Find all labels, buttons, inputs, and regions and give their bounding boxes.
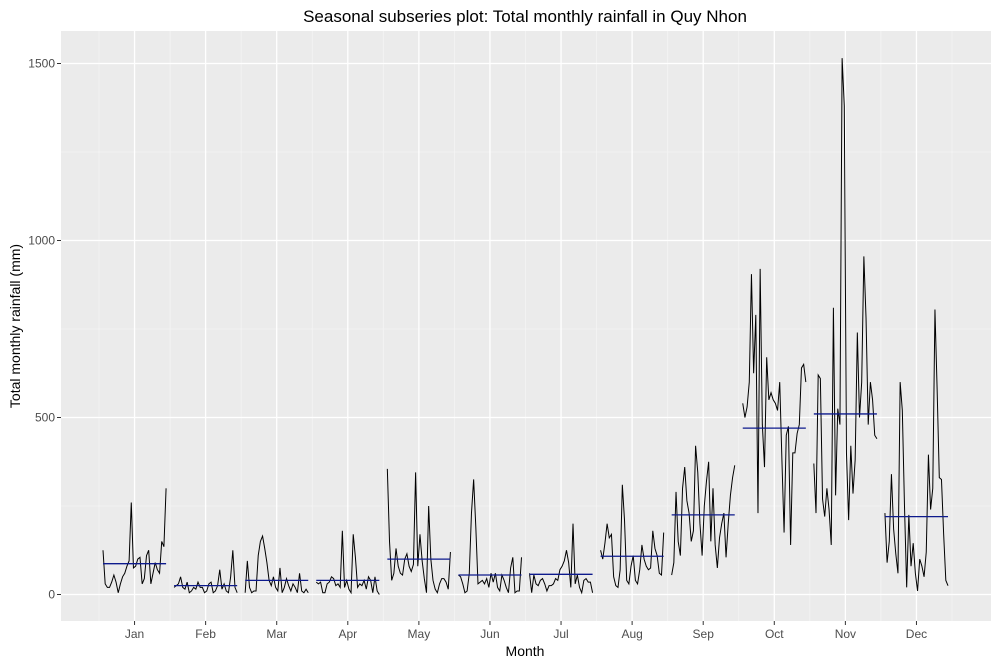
subseries-line-jun [458, 479, 522, 594]
chart-title: Seasonal subseries plot: Total monthly r… [303, 7, 747, 26]
subseries-line-oct [742, 268, 807, 545]
x-axis-title: Month [506, 643, 545, 659]
subseries-line-aug [600, 484, 665, 589]
subseries-line-sep [671, 445, 736, 576]
x-axis: Jan Feb Mar Apr May Jun Jul Aug Sep Oct Nov Dec [125, 621, 927, 641]
subseries-lines [102, 58, 949, 595]
x-tick-label: Dec [906, 627, 927, 641]
x-tick-label: May [408, 627, 431, 641]
y-tick-label: 1500 [28, 57, 55, 71]
subseries-line-mar [244, 534, 309, 594]
x-tick-label: Feb [195, 627, 216, 641]
y-axis-title: Total monthly rainfall (mm) [7, 244, 23, 408]
plot-panel [61, 31, 991, 621]
x-tick-label: Sep [693, 627, 715, 641]
subseries-line-jul [529, 523, 594, 595]
subseries-line-apr [315, 530, 380, 595]
x-tick-label: Jul [553, 627, 568, 641]
subseries-line-dec [884, 309, 949, 592]
x-tick-label: Apr [338, 627, 357, 641]
subseries-line-feb [173, 550, 238, 594]
month-mean-lines [103, 413, 948, 587]
minor-gridlines [61, 31, 991, 621]
y-axis: 0 500 1000 1500 [28, 57, 61, 602]
subseries-line-nov [813, 58, 878, 545]
x-tick-label: Aug [621, 627, 642, 641]
x-tick-label: Jan [125, 627, 144, 641]
x-tick-label: Nov [835, 627, 856, 641]
y-tick-label: 1000 [28, 234, 55, 248]
y-tick-label: 0 [48, 588, 55, 602]
y-tick-label: 500 [35, 411, 55, 425]
x-tick-label: Mar [266, 627, 287, 641]
subseries-line-may [386, 468, 451, 595]
x-tick-label: Oct [765, 627, 784, 641]
x-tick-label: Jun [480, 627, 499, 641]
